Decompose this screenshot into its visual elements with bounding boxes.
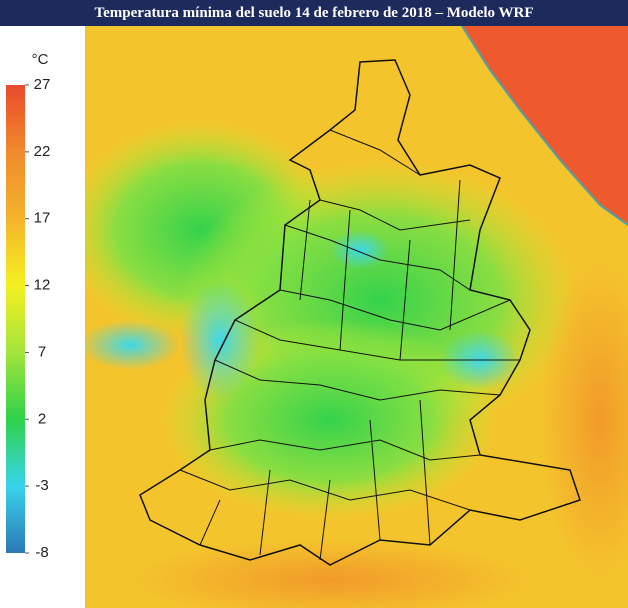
state-outline (139, 59, 581, 566)
cold-zone (330, 230, 390, 270)
colorbar-tick-label: 7 (38, 343, 46, 360)
colorbar-tick-label: -8 (35, 544, 48, 561)
colorbar-tick-label: 22 (34, 143, 51, 160)
colorbar-tick-label: -3 (35, 477, 48, 494)
sea (462, 26, 628, 225)
colorbar-tick-label: 27 (34, 76, 51, 93)
colorbar-tick-label: 12 (34, 277, 51, 294)
coastline (461, 25, 628, 226)
warm-zone (130, 540, 530, 608)
municipal-borders (179, 129, 520, 561)
unit-label: °C (32, 51, 49, 68)
colorbar (6, 85, 25, 553)
warm-zone (540, 260, 628, 580)
colorbar-tick-label: 17 (34, 210, 51, 227)
title-bar: Temperatura mínima del suelo 14 de febre… (0, 0, 628, 26)
cold-zone (180, 280, 260, 400)
cold-zone (80, 320, 180, 370)
colorbar-tick-label: 2 (38, 410, 46, 427)
